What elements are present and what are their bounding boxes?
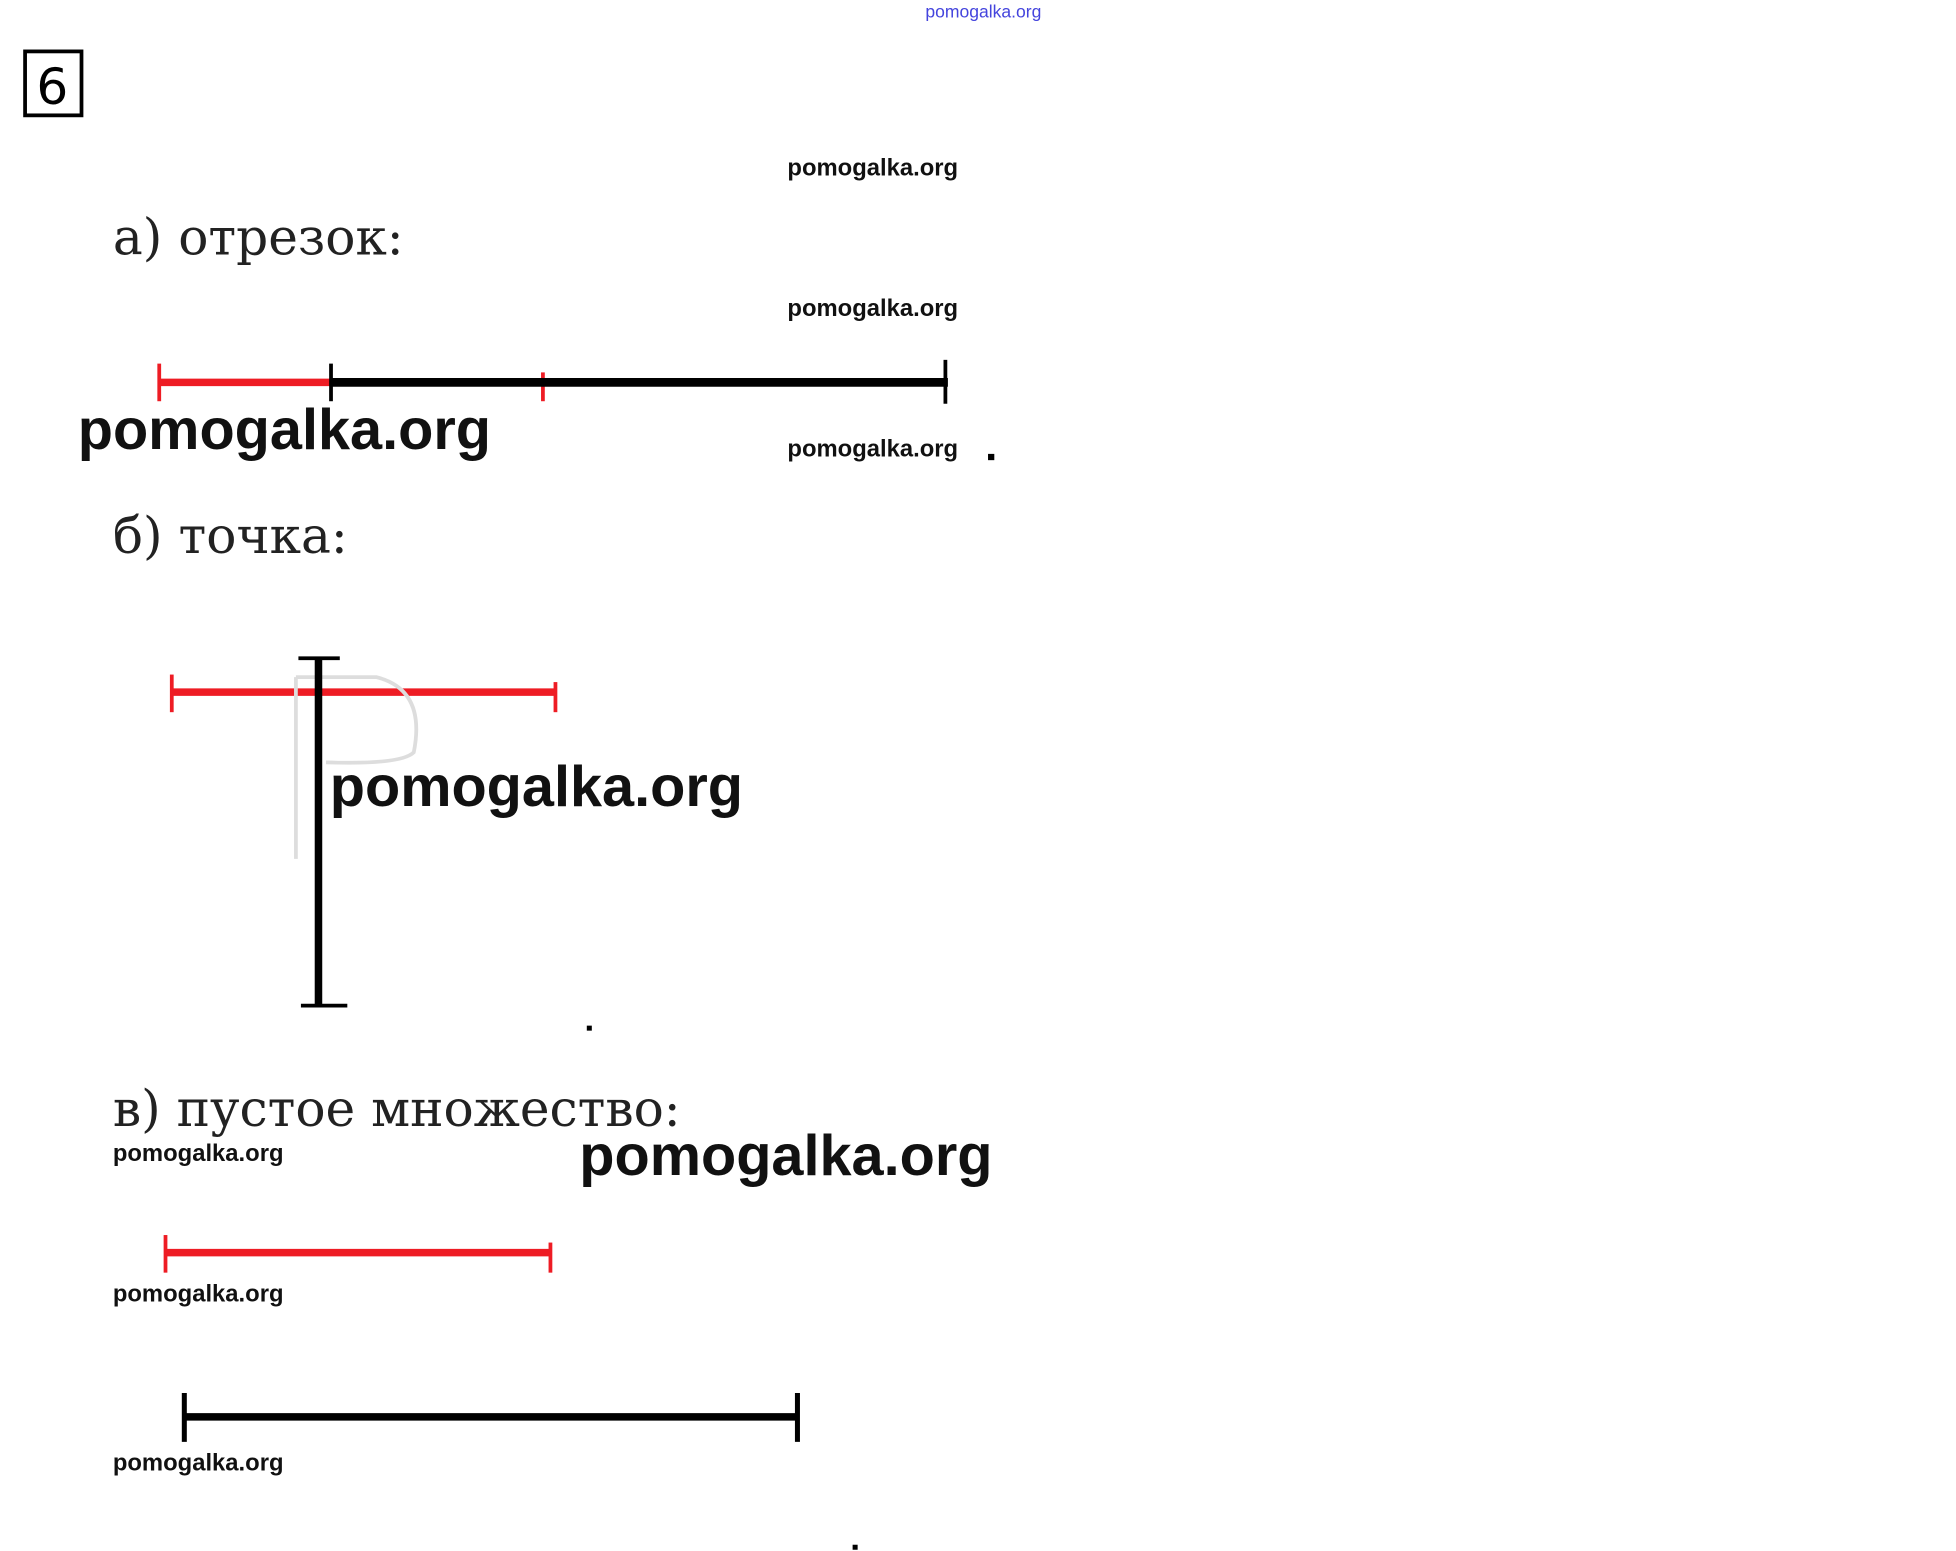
watermark-small: pomogalka.org (113, 1140, 284, 1167)
watermark-small: pomogalka.org (787, 435, 958, 462)
watermark-large: pomogalka.org (579, 1124, 992, 1188)
watermark-large: pomogalka.org (330, 755, 743, 819)
segment-diagram-a (157, 359, 948, 404)
segment-diagram-b (169, 656, 558, 1008)
period-dot (852, 1544, 858, 1550)
watermark-small: pomogalka.org (787, 295, 958, 322)
period-dot (586, 1025, 592, 1031)
watermark-small: pomogalka.org (113, 1280, 284, 1307)
watermark-small: pomogalka.org (787, 155, 958, 182)
item-a-label: а) отрезок: (113, 208, 404, 267)
watermark-top: pomogalka.org (925, 2, 1041, 22)
item-b-label: б) точка: (113, 506, 348, 565)
watermark-small: pomogalka.org (113, 1450, 284, 1477)
task-number-box: 6 (23, 49, 84, 118)
watermark-large: pomogalka.org (78, 398, 491, 462)
task-number: 6 (36, 57, 68, 116)
ghost-glyph (294, 675, 419, 859)
period-dot (988, 453, 995, 461)
segment-diagram-c (163, 1235, 800, 1442)
item-c-label: в) пустое множество: (113, 1079, 681, 1138)
